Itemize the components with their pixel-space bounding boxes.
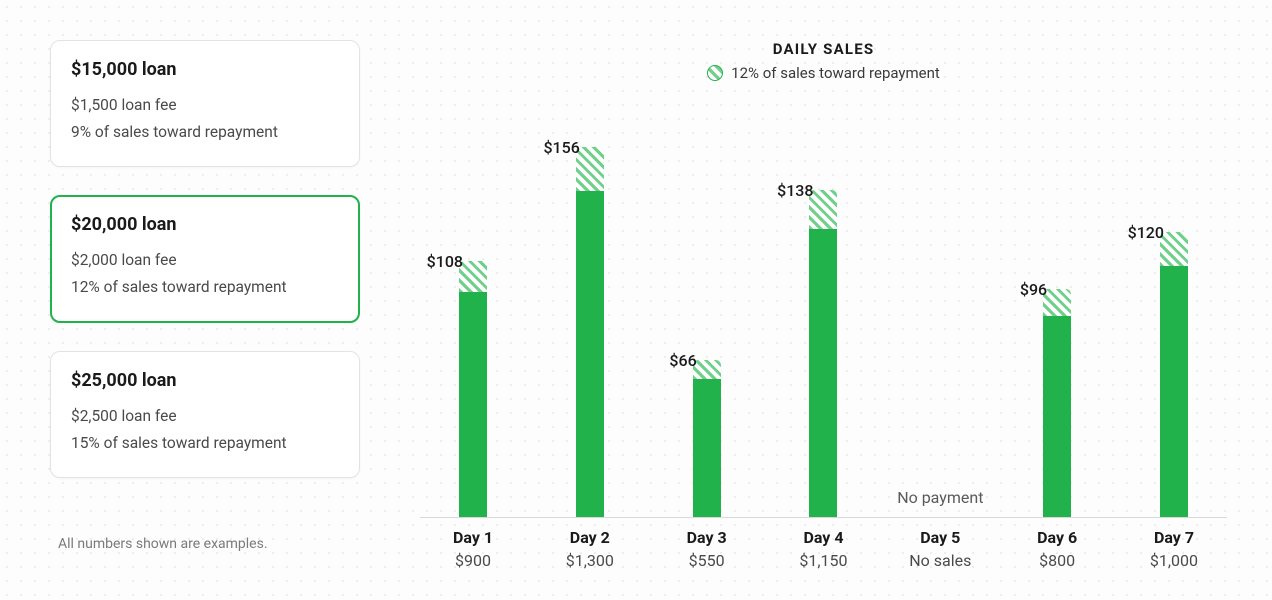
bar-solid-segment bbox=[1160, 266, 1188, 517]
bar-repayment-segment bbox=[459, 261, 487, 292]
bar-solid-segment bbox=[1043, 316, 1071, 517]
chart-legend: 12% of sales toward repayment bbox=[420, 64, 1227, 82]
bar-repayment-label: $156 bbox=[543, 138, 579, 157]
bar-slot-day-1: $108 bbox=[428, 94, 518, 517]
bar-slot-day-4: $138 bbox=[778, 94, 868, 517]
axis-cell-day-1: Day 1 $900 bbox=[428, 528, 518, 570]
axis-sales-label: $1,300 bbox=[545, 551, 635, 570]
axis-sales-label: $800 bbox=[1012, 551, 1102, 570]
loan-option-card-1[interactable]: $20,000 loan $2,000 loan fee 12% of sale… bbox=[50, 195, 360, 322]
daily-sales-chart: DAILY SALES 12% of sales toward repaymen… bbox=[360, 40, 1227, 570]
bar-repayment-label: $96 bbox=[1020, 280, 1047, 299]
bar-repayment-segment bbox=[1160, 232, 1188, 266]
bar bbox=[576, 147, 604, 517]
axis-day-label: Day 1 bbox=[428, 528, 518, 547]
axis-day-label: Day 7 bbox=[1129, 528, 1219, 547]
chart-axis-row: Day 1 $900 Day 2 $1,300 Day 3 $550 Day 4 $1,150… bbox=[420, 518, 1227, 570]
axis-day-label: Day 3 bbox=[662, 528, 752, 547]
axis-day-label: Day 2 bbox=[545, 528, 635, 547]
bar-repayment-label: $108 bbox=[427, 252, 463, 271]
bar-slot-day-5: No payment bbox=[895, 94, 985, 517]
bar-repayment-label: $66 bbox=[669, 351, 696, 370]
chart-plot-area: $108 $156 $66 $138 No payment $96 $120 Day 1 $9… bbox=[420, 94, 1227, 570]
bar bbox=[809, 190, 837, 517]
bar-slot-day-3: $66 bbox=[662, 94, 752, 517]
legend-swatch-icon bbox=[707, 65, 723, 81]
loan-option-title: $15,000 loan bbox=[71, 59, 339, 80]
loan-option-repay: 9% of sales toward repayment bbox=[71, 119, 339, 146]
examples-footnote: All numbers shown are examples. bbox=[50, 536, 360, 552]
bar-repayment-segment bbox=[809, 190, 837, 229]
axis-cell-day-4: Day 4 $1,150 bbox=[778, 528, 868, 570]
loan-option-fee: $2,000 loan fee bbox=[71, 247, 339, 274]
loan-option-title: $25,000 loan bbox=[71, 370, 339, 391]
chart-title: DAILY SALES bbox=[420, 40, 1227, 58]
bar-solid-segment bbox=[809, 229, 837, 517]
bar bbox=[1043, 289, 1071, 517]
axis-day-label: Day 6 bbox=[1012, 528, 1102, 547]
loan-options-list: $15,000 loan $1,500 loan fee 9% of sales… bbox=[50, 40, 360, 570]
bar-solid-segment bbox=[693, 379, 721, 517]
bar-slot-day-7: $120 bbox=[1129, 94, 1219, 517]
bar-no-payment-label: No payment bbox=[897, 488, 983, 507]
bar-repayment-segment bbox=[693, 360, 721, 379]
axis-cell-day-3: Day 3 $550 bbox=[662, 528, 752, 570]
bar-solid-segment bbox=[576, 191, 604, 517]
bar-slot-day-6: $96 bbox=[1012, 94, 1102, 517]
bar-solid-segment bbox=[459, 292, 487, 517]
axis-sales-label: $1,150 bbox=[778, 551, 868, 570]
chart-bars-row: $108 $156 $66 $138 No payment $96 $120 bbox=[420, 94, 1227, 518]
loan-option-card-2[interactable]: $25,000 loan $2,500 loan fee 15% of sale… bbox=[50, 351, 360, 478]
axis-cell-day-5: Day 5 No sales bbox=[895, 528, 985, 570]
bar bbox=[1160, 232, 1188, 517]
loan-option-card-0[interactable]: $15,000 loan $1,500 loan fee 9% of sales… bbox=[50, 40, 360, 167]
axis-sales-label: $1,000 bbox=[1129, 551, 1219, 570]
loan-option-title: $20,000 loan bbox=[71, 214, 339, 235]
bar-repayment-label: $138 bbox=[777, 181, 813, 200]
bar bbox=[693, 360, 721, 517]
bar-repayment-segment bbox=[1043, 289, 1071, 316]
bar bbox=[459, 261, 487, 517]
loan-option-fee: $2,500 loan fee bbox=[71, 403, 339, 430]
legend-label: 12% of sales toward repayment bbox=[731, 64, 940, 82]
axis-sales-label: $900 bbox=[428, 551, 518, 570]
bar-repayment-label: $120 bbox=[1128, 223, 1164, 242]
axis-day-label: Day 4 bbox=[778, 528, 868, 547]
axis-cell-day-7: Day 7 $1,000 bbox=[1129, 528, 1219, 570]
axis-sales-label: No sales bbox=[895, 551, 985, 570]
axis-sales-label: $550 bbox=[662, 551, 752, 570]
bar-repayment-segment bbox=[576, 147, 604, 191]
axis-day-label: Day 5 bbox=[895, 528, 985, 547]
loan-option-fee: $1,500 loan fee bbox=[71, 92, 339, 119]
loan-option-repay: 12% of sales toward repayment bbox=[71, 274, 339, 301]
axis-cell-day-6: Day 6 $800 bbox=[1012, 528, 1102, 570]
axis-cell-day-2: Day 2 $1,300 bbox=[545, 528, 635, 570]
loan-option-repay: 15% of sales toward repayment bbox=[71, 430, 339, 457]
bar-slot-day-2: $156 bbox=[545, 94, 635, 517]
